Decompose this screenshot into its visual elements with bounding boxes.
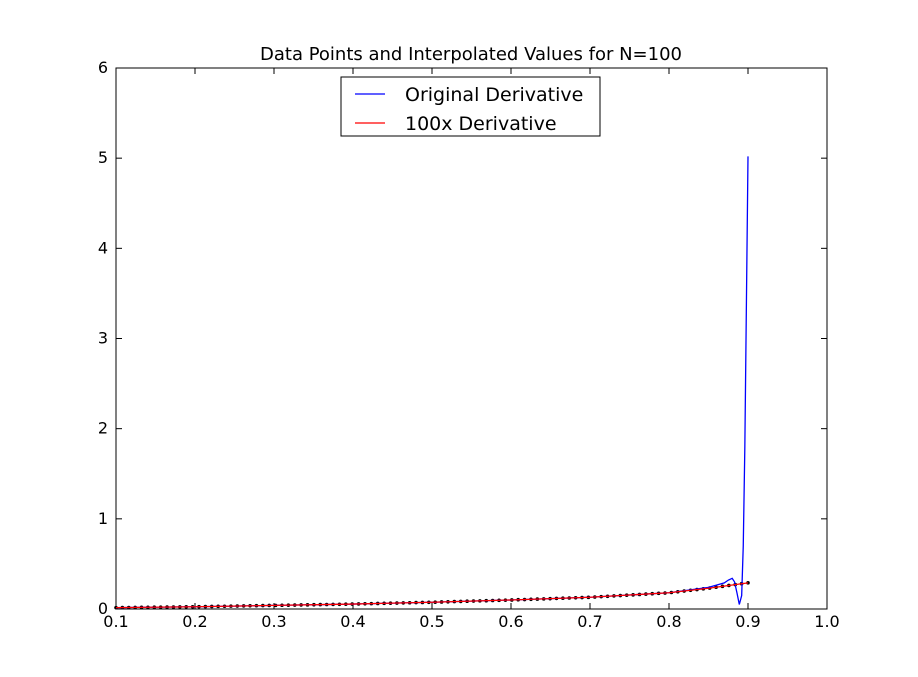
legend-label: 100x Derivative [405,113,557,135]
plot-area [115,67,828,610]
legend-label: Original Derivative [405,84,583,106]
y-tick-label: 5 [98,148,108,167]
x-tick-label: 0.3 [261,612,286,631]
legend: Original Derivative 100x Derivative [340,76,601,137]
y-tick-label: 3 [98,329,108,348]
y-tick-label: 4 [98,238,108,257]
series-100x-derivative-line [115,582,749,609]
x-tick-label: 0.2 [182,612,207,631]
x-tick-label: 0.5 [419,612,444,631]
x-tick-label: 0.6 [498,612,523,631]
x-tick-label: 0.8 [656,612,681,631]
x-tick-label: 0.7 [577,612,602,631]
x-tick-label: 0.4 [340,612,365,631]
x-tick-label: 1.0 [814,612,839,631]
x-tick-label: 0.9 [735,612,760,631]
y-tick-label: 2 [98,419,108,438]
y-tick-label: 6 [98,58,108,77]
chart-title: Data Points and Interpolated Values for … [260,44,682,65]
y-tick-label: 0 [98,599,108,618]
legend-box [340,76,601,137]
plot-layer: 0.1 0.2 0.3 0.4 0.5 0.6 0.7 0.8 0.9 1.0 0 1 2 3 4 5 6 Ori… [98,58,840,631]
y-tick-label: 1 [98,509,108,528]
x-tick-label: 0.1 [103,612,128,631]
